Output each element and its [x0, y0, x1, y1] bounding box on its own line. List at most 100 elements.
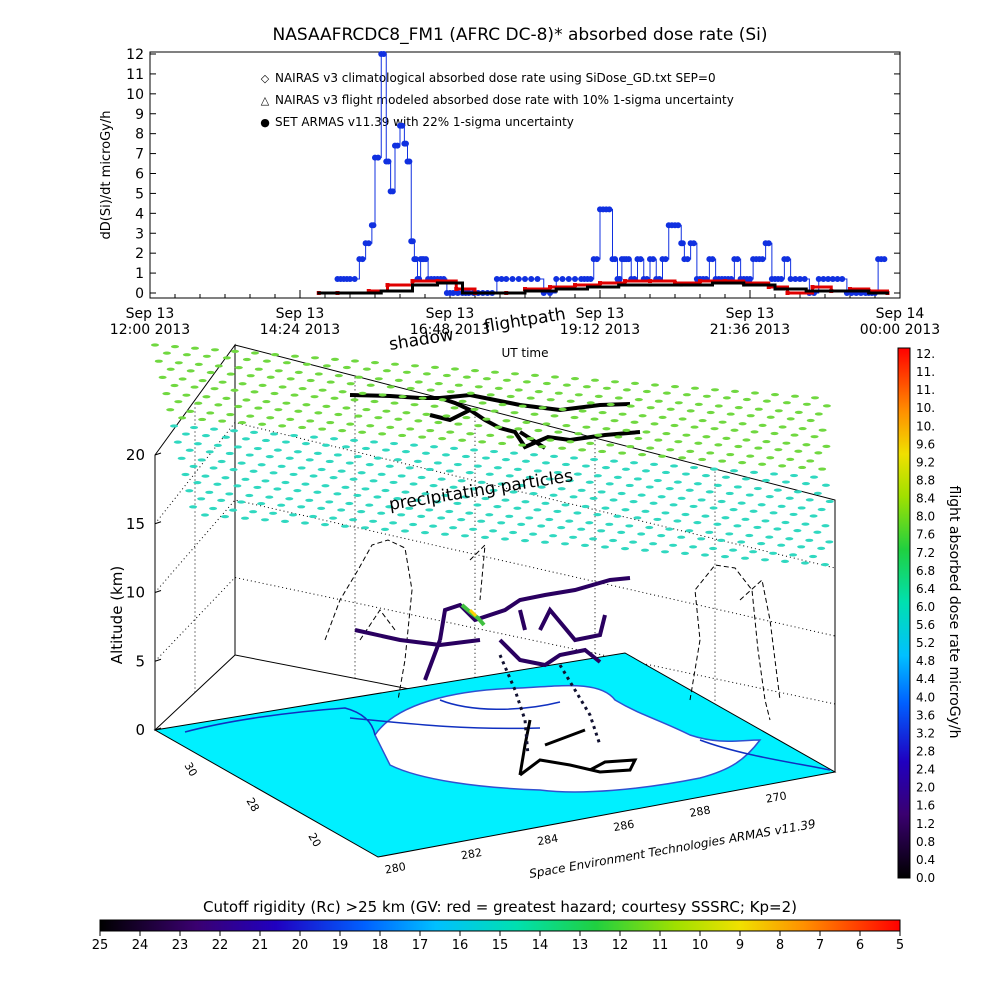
data-point [598, 281, 602, 286]
y-tick-label: 0 [135, 286, 144, 302]
particle-marker [433, 500, 442, 504]
particle-marker [305, 498, 314, 502]
particle-marker [461, 495, 470, 499]
particle-marker [258, 422, 267, 426]
particle-marker [641, 469, 650, 473]
particle-marker [241, 516, 249, 520]
particle-marker [750, 470, 759, 474]
particle-marker [665, 527, 674, 531]
particle-marker [674, 440, 683, 444]
particle-marker [441, 453, 450, 457]
particle-marker [822, 444, 831, 448]
rigidity-colorbar-label: Cutoff rigidity (Rc) >25 km (GV: red = g… [203, 898, 797, 916]
data-point [411, 283, 414, 287]
y-tick-label: 7 [135, 147, 144, 163]
data-point [359, 256, 366, 263]
particle-marker [358, 430, 367, 434]
particle-marker [621, 547, 629, 551]
particle-marker [242, 398, 251, 402]
particle-marker [385, 464, 394, 468]
particle-marker [591, 378, 599, 382]
particle-marker [669, 543, 678, 547]
particle-marker [261, 438, 270, 443]
data-point [834, 276, 841, 283]
particle-marker [486, 393, 495, 397]
particle-marker [710, 467, 719, 471]
longitude-tick-label: 284 [536, 832, 559, 848]
particle-marker [773, 527, 782, 531]
particle-marker [281, 440, 290, 444]
particle-marker [525, 475, 534, 480]
altitude-gridline [154, 421, 836, 569]
dose-colorbar-tick: 10. [916, 401, 935, 415]
particle-marker [282, 401, 291, 405]
legend-symbol: ◇ [261, 72, 270, 85]
data-point [461, 291, 464, 295]
particle-marker [618, 451, 627, 455]
particle-marker [421, 531, 429, 535]
particle-marker [701, 553, 709, 557]
particle-marker [577, 488, 586, 492]
data-point [784, 256, 791, 263]
particle-marker [785, 496, 794, 500]
x-tick-label-date: Sep 13 [576, 306, 625, 322]
x-axis-label: UT time [501, 346, 548, 360]
particle-marker [378, 393, 387, 397]
particle-marker [498, 402, 507, 407]
particle-marker [418, 396, 427, 400]
particle-marker [650, 422, 659, 426]
particle-marker [426, 428, 435, 433]
particle-marker [573, 511, 582, 515]
dose-colorbar-tick: 8.4 [916, 492, 935, 506]
particle-marker [461, 534, 469, 538]
y-axis-label: dD(Si)/dt microGy/h [99, 111, 114, 240]
particle-marker [218, 380, 227, 384]
particle-marker [785, 537, 794, 541]
particle-marker [170, 383, 179, 388]
particle-marker [457, 479, 466, 483]
data-point [389, 188, 396, 195]
particle-marker [801, 482, 810, 486]
particle-marker [622, 388, 631, 392]
particle-marker [365, 503, 374, 507]
particle-marker [642, 430, 651, 434]
particle-marker [726, 452, 735, 457]
data-point [548, 285, 552, 290]
dose-colorbar-tick: 2.4 [916, 763, 935, 777]
particle-marker [309, 474, 318, 478]
particle-marker [601, 545, 609, 549]
particle-marker [611, 380, 619, 384]
y-tick-label: 3 [135, 226, 144, 242]
particle-marker [438, 437, 447, 441]
particle-marker [274, 369, 283, 373]
dose-colorbar-ticks: 12. 11. 11. 10. 10. 9.6 9.2 8.8 8.4 8.0 7.6 7.2 6.8 6… [916, 347, 935, 885]
annotation-precipitating-particles: precipitating particles [388, 466, 575, 515]
data-point [648, 279, 652, 284]
particle-marker [634, 436, 643, 441]
particle-marker [497, 482, 506, 486]
dose-colorbar-tick: 8.0 [916, 510, 935, 524]
particle-marker [482, 377, 491, 381]
dose-colorbar-tick: 10. [916, 419, 935, 433]
particle-marker [301, 521, 309, 525]
particle-marker [789, 512, 798, 517]
particle-marker [413, 498, 422, 502]
particle-marker [185, 489, 194, 493]
rigidity-tick-label: 20 [292, 938, 309, 953]
dose-rate-time-series: NASAAFRCDC8_FM1 (AFRC DC-8)* absorbed do… [99, 25, 940, 360]
particle-marker [373, 456, 382, 460]
floor-axis-ticks: 280 282 284 286 288 270 30 28 20 [182, 760, 788, 876]
particle-marker [710, 427, 719, 431]
particle-marker [214, 403, 223, 407]
particle-marker [317, 467, 326, 472]
particle-marker [753, 525, 762, 530]
data-point [347, 276, 353, 283]
particle-marker [245, 453, 254, 457]
particle-marker [421, 451, 430, 455]
flight-path-3d [354, 576, 631, 681]
dose-colorbar-tick: 0.0 [916, 871, 935, 885]
particle-marker [794, 449, 803, 453]
altitude-tick-label: 5 [135, 652, 145, 670]
y-tick-label: 1 [135, 266, 144, 282]
particle-marker [238, 382, 247, 386]
